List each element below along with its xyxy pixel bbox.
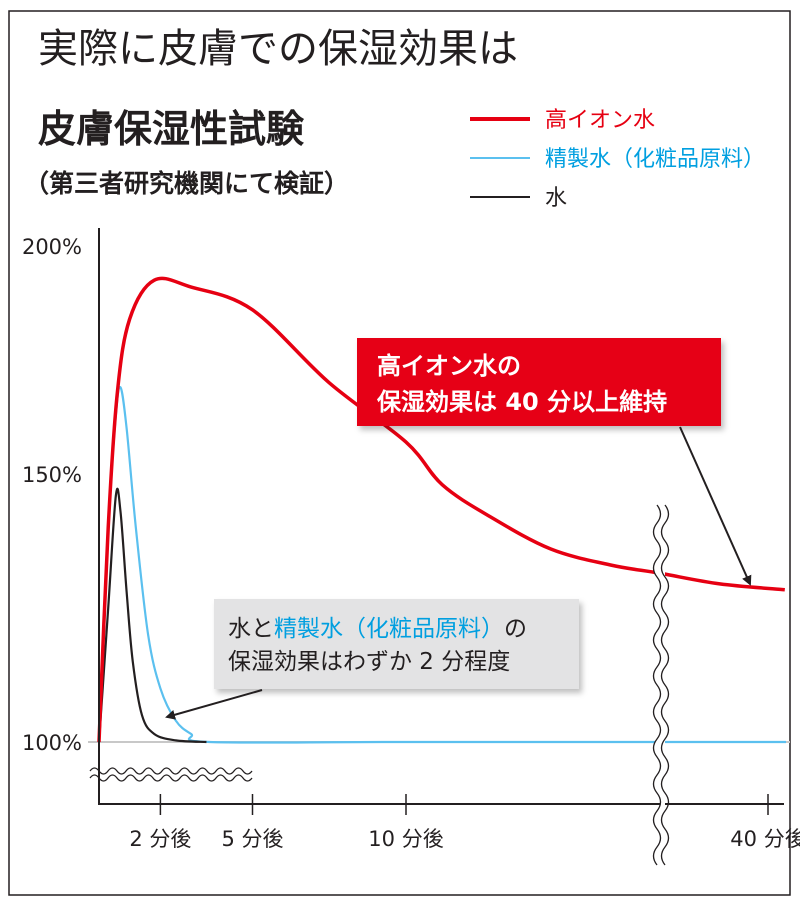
chart-title: 皮膚保湿性試験 xyxy=(38,107,305,151)
x-axis-ticks: 2 分後 5 分後 10 分後 40 分後 xyxy=(129,794,800,851)
x-tick-label: 2 分後 xyxy=(129,827,191,851)
x-axis-break-icon xyxy=(652,504,670,866)
series-ion-water xyxy=(97,276,785,743)
x-tick-label: 5 分後 xyxy=(221,827,283,851)
y-tick-label: 200% xyxy=(22,235,82,259)
legend-label-water: 水 xyxy=(545,186,567,211)
y-axis-break-icon xyxy=(89,767,253,782)
legend: 高イオン水 精製水（化粧品原料） 水 xyxy=(470,108,765,211)
series-water xyxy=(97,487,207,744)
callout-ion-box xyxy=(357,338,721,426)
callout-water-text-b: 精製水（化粧品原料） xyxy=(274,616,504,642)
callout-water-box xyxy=(214,599,579,689)
x-tick-label: 40 分後 xyxy=(730,827,800,851)
callout-ion-line1: 高イオン水の xyxy=(377,352,521,380)
headline: 実際に皮膚での保湿効果は xyxy=(38,26,518,72)
callout-ion-line2: 保湿効果は 40 分以上維持 xyxy=(376,388,667,416)
y-tick-label: 100% xyxy=(22,731,82,755)
y-tick-label: 150% xyxy=(22,463,82,487)
legend-label-purified-water: 精製水（化粧品原料） xyxy=(545,147,765,172)
callout-water-text-c: の xyxy=(504,616,527,642)
callout-water: 水と精製水（化粧品原料）の 保湿効果はわずか 2 分程度 xyxy=(165,599,579,720)
callout-water-line1: 水と精製水（化粧品原料）の xyxy=(228,616,527,642)
callout-ion-arrow xyxy=(679,426,752,586)
legend-label-ion-water: 高イオン水 xyxy=(545,108,655,133)
callout-water-text-a: 水と xyxy=(228,616,274,642)
callout-water-arrow xyxy=(165,689,263,720)
series-group xyxy=(97,276,786,744)
x-tick-label: 10 分後 xyxy=(368,827,443,851)
callout-water-line2: 保湿効果はわずか 2 分程度 xyxy=(228,649,510,675)
chart-subtitle: （第三者研究機関にて検証） xyxy=(24,169,349,198)
y-axis-ticks: 200% 150% 100% xyxy=(22,235,82,755)
callout-ion-water: 高イオン水の 保湿効果は 40 分以上維持 xyxy=(357,338,752,586)
